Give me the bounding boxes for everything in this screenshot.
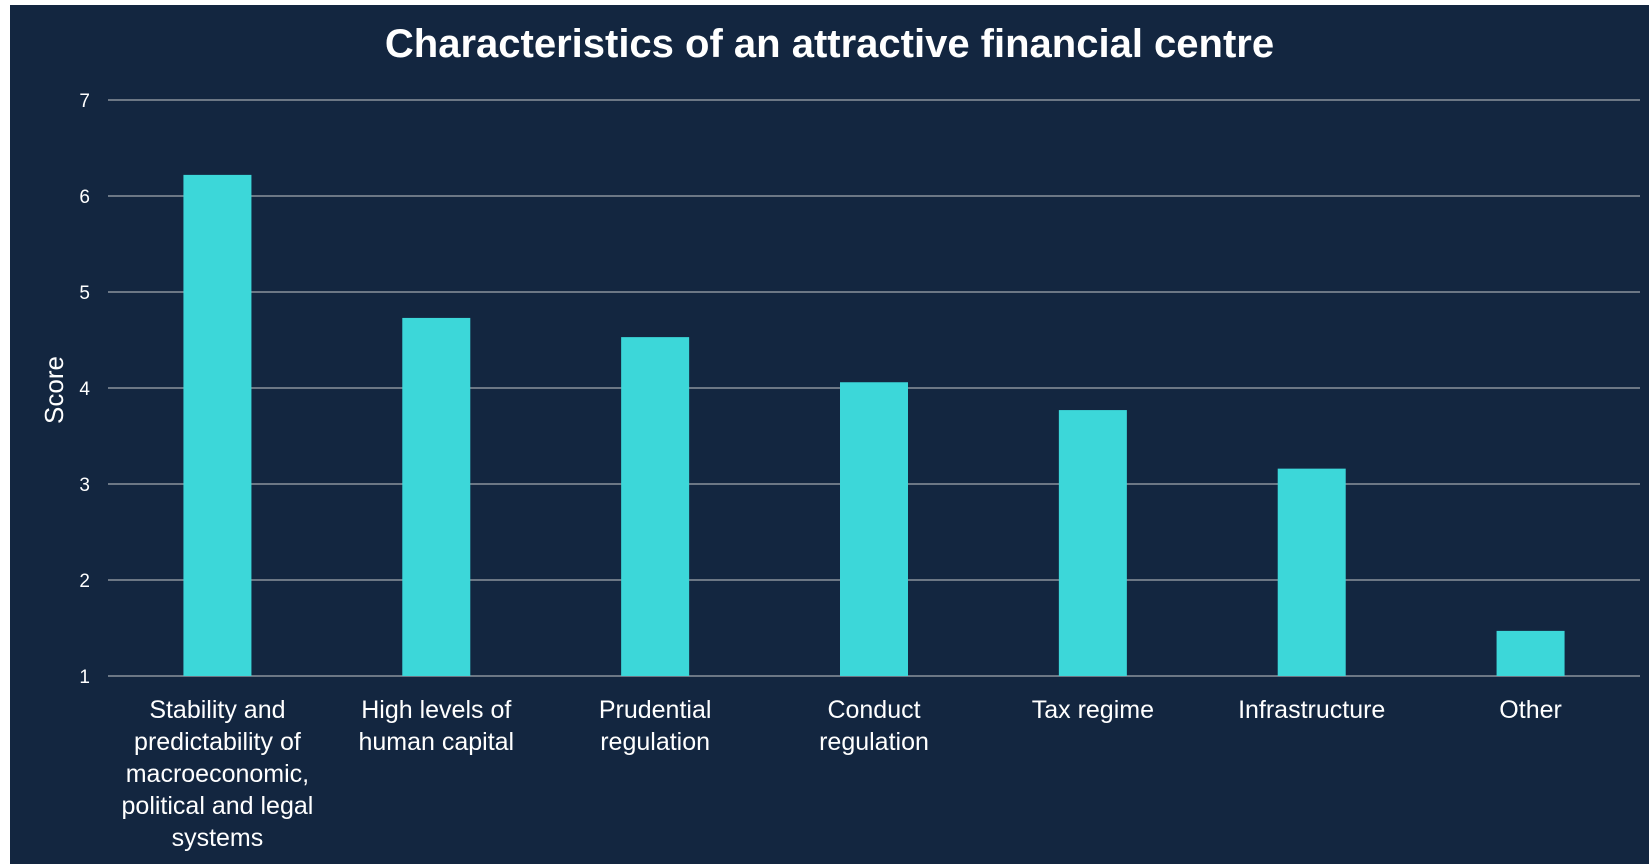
x-category-label: Prudential regulation <box>599 696 712 756</box>
x-category-label: Tax regime <box>1032 696 1154 724</box>
x-category-label: High levels of human capital <box>358 696 514 756</box>
bar <box>183 174 252 676</box>
y-tick-label: 6 <box>79 187 90 208</box>
y-tick-label: 7 <box>79 91 90 112</box>
bar <box>840 382 908 676</box>
y-tick-label: 3 <box>79 475 90 496</box>
y-tick-label: 1 <box>79 667 90 688</box>
bars <box>183 174 1565 676</box>
bar <box>1277 468 1346 676</box>
chart-title: Characteristics of an attractive financi… <box>384 22 1275 66</box>
bar <box>1058 410 1127 676</box>
x-category-label: Stability and predictability of macroecono… <box>122 696 314 852</box>
y-tick-label: 2 <box>79 571 90 592</box>
y-axis-title: Score <box>39 356 69 424</box>
y-axis-ticks: 1 2 3 4 5 6 7 <box>79 91 90 688</box>
x-axis-categories: Stability and predictability of macroecono… <box>122 696 1562 852</box>
y-tick-label: 5 <box>79 283 90 304</box>
x-category-label: Other <box>1499 696 1562 724</box>
y-tick-label: 4 <box>79 379 90 400</box>
chart-panel <box>10 5 1649 864</box>
x-category-label: Infrastructure <box>1238 696 1385 724</box>
bar <box>621 337 690 676</box>
bar <box>1496 630 1565 676</box>
bar <box>402 317 471 676</box>
x-category-label: Conduct regulation <box>819 696 929 756</box>
